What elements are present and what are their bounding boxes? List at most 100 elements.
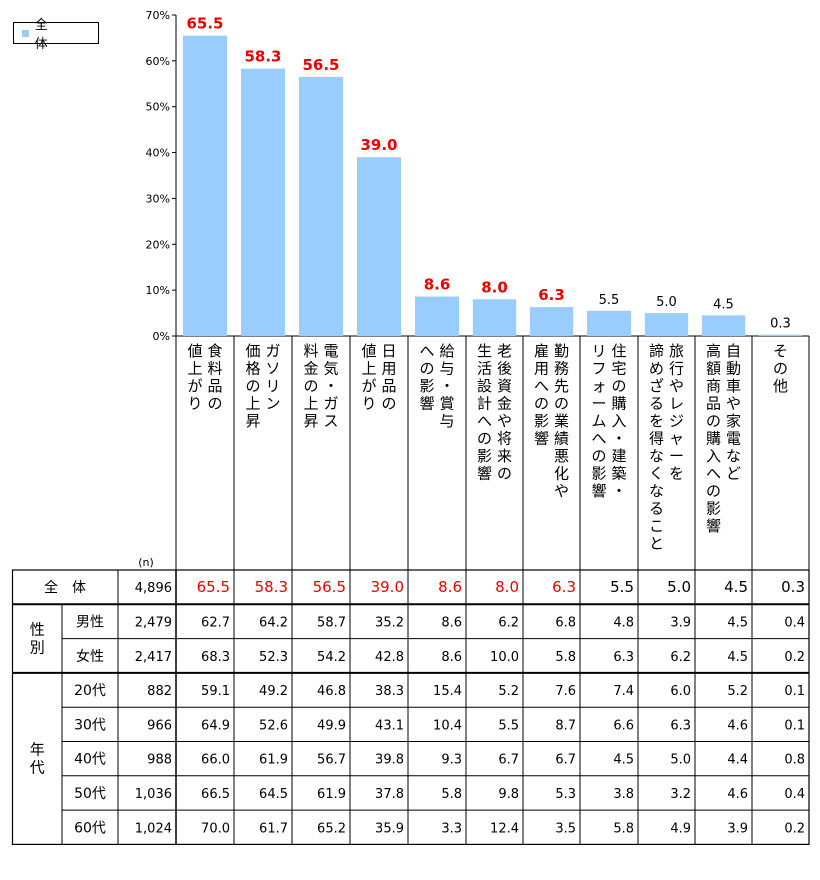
table-cell: 0.8 — [784, 753, 805, 768]
bar-chart: 0% 10% 20% 30% 40% 50% 60% 70% 65.5 58.3 56.5 39.0 8… — [138, 9, 810, 575]
table-cell: 10.4 — [433, 718, 462, 733]
table-cell: 38.3 — [375, 684, 404, 699]
table-cell: 5.3 — [555, 787, 576, 802]
table-cell: 3.9 — [670, 615, 691, 630]
table-cell: 6.2 — [670, 650, 691, 665]
table-cell: 64.9 — [201, 718, 230, 733]
table-row: 全 体 4,896 65.5 58.3 56.5 39.0 8.6 8.0 6.3 5.5 5.0 4… — [44, 578, 805, 596]
bar-value-label: 65.5 — [186, 15, 223, 33]
bar-value-label: 4.5 — [713, 297, 734, 312]
table-cell: 70.0 — [201, 821, 230, 836]
row-label: 40代 — [74, 752, 106, 768]
table-cell: 4.5 — [727, 650, 748, 665]
category-label-line: 旅行やレジャーを — [669, 342, 684, 483]
bar-value-label: 0.3 — [770, 317, 791, 332]
table-cell: 0.2 — [784, 650, 805, 665]
row-label: 60代 — [74, 820, 106, 836]
table-cell: 4.5 — [727, 615, 748, 630]
row-n: 4,896 — [135, 581, 172, 596]
table-cell: 0.4 — [784, 787, 805, 802]
y-tick-label: 50% — [146, 101, 170, 114]
table-cell: 6.3 — [670, 718, 691, 733]
row-label: 女性 — [76, 648, 104, 665]
category-label-line: リフォームへの影響 — [591, 342, 606, 500]
row-n: 1,024 — [135, 821, 172, 836]
bar-value-label: 6.3 — [538, 286, 565, 304]
row-label: 全 体 — [44, 579, 86, 596]
table-cell: 4.6 — [727, 718, 748, 733]
legend-label: 全 体 — [34, 18, 79, 52]
bar — [758, 334, 803, 336]
bar-value-label: 5.5 — [599, 293, 620, 308]
table-cell: 4.5 — [724, 578, 748, 596]
table-cell: 5.8 — [613, 821, 634, 836]
table-cell: 52.3 — [259, 650, 288, 665]
bar-value-label: 56.5 — [302, 56, 339, 74]
chart-legend: 全 体 — [13, 18, 99, 52]
category-label-line: 給与・賞与 — [439, 342, 454, 430]
category-label-line: 日用品の — [381, 342, 396, 413]
y-tick-label: 20% — [146, 238, 170, 251]
table-cell: 46.8 — [317, 684, 346, 699]
table-cell: 65.5 — [197, 578, 230, 596]
table-row: 男性 2,479 62.7 64.2 58.7 35.2 8.6 6.2 6.8 4.8 3.9 4.… — [12, 603, 809, 630]
table-cell: 61.7 — [259, 821, 288, 836]
bar — [529, 307, 574, 336]
row-n: 966 — [147, 718, 172, 733]
table-cell: 35.2 — [375, 615, 404, 630]
table-cell: 15.4 — [433, 684, 462, 699]
category-label-line: 老後資金や将来の — [497, 342, 512, 483]
row-label: 20代 — [74, 683, 106, 699]
table-cell: 42.8 — [375, 650, 404, 665]
bar — [414, 296, 460, 336]
category-label-line: ガソリン — [265, 342, 280, 413]
table-cell: 6.7 — [498, 753, 519, 768]
category-label-line: 高額商品の購入への影響 — [706, 342, 721, 535]
legend-swatch — [22, 29, 29, 37]
table-cell: 6.7 — [555, 753, 576, 768]
table-cell: 5.5 — [498, 718, 519, 733]
row-label: 30代 — [74, 717, 106, 733]
table-cell: 5.2 — [727, 684, 748, 699]
table-cell: 0.3 — [781, 578, 805, 596]
table-cell: 6.8 — [555, 615, 576, 630]
table-cell: 12.4 — [490, 821, 519, 836]
table-cell: 58.3 — [255, 578, 288, 596]
table-cell: 61.9 — [317, 787, 346, 802]
table-cell: 3.5 — [555, 821, 576, 836]
table-cell: 66.0 — [201, 753, 230, 768]
table-cell: 6.3 — [613, 650, 634, 665]
category-label-line: その他 — [773, 342, 788, 395]
y-tick-label: 60% — [146, 55, 170, 68]
category-label-line: 値上がり — [361, 342, 376, 413]
table-cell: 8.7 — [555, 718, 576, 733]
bar — [240, 68, 286, 336]
y-tick-label: 10% — [146, 284, 170, 297]
table-cell: 5.2 — [498, 684, 519, 699]
row-n: 882 — [147, 684, 172, 699]
table-cell: 7.6 — [555, 684, 576, 699]
bar-value-label: 8.6 — [424, 276, 451, 294]
table-cell: 4.5 — [613, 753, 634, 768]
group-label: 年代 — [30, 741, 45, 777]
table-cell: 65.2 — [317, 821, 346, 836]
table-cell: 49.9 — [317, 718, 346, 733]
category-label-line: 雇用への影響 — [534, 342, 549, 448]
row-n: 2,479 — [135, 615, 172, 630]
bar-value-label: 8.0 — [481, 278, 508, 296]
table-cell: 37.8 — [375, 787, 404, 802]
table-row: 60代 1,024 70.0 61.7 65.2 35.9 3.3 12.4 3.5 5.8 4.9… — [62, 809, 809, 836]
table-cell: 61.9 — [259, 753, 288, 768]
table-cell: 5.5 — [610, 578, 634, 596]
table-cell: 6.0 — [670, 684, 691, 699]
category-label: その他 — [773, 342, 788, 395]
table-cell: 7.4 — [613, 684, 634, 699]
y-tick-label: 40% — [146, 147, 170, 160]
table-cell: 8.0 — [495, 578, 519, 596]
table-cell: 56.5 — [313, 578, 346, 596]
bar-value-label: 5.0 — [656, 295, 677, 310]
